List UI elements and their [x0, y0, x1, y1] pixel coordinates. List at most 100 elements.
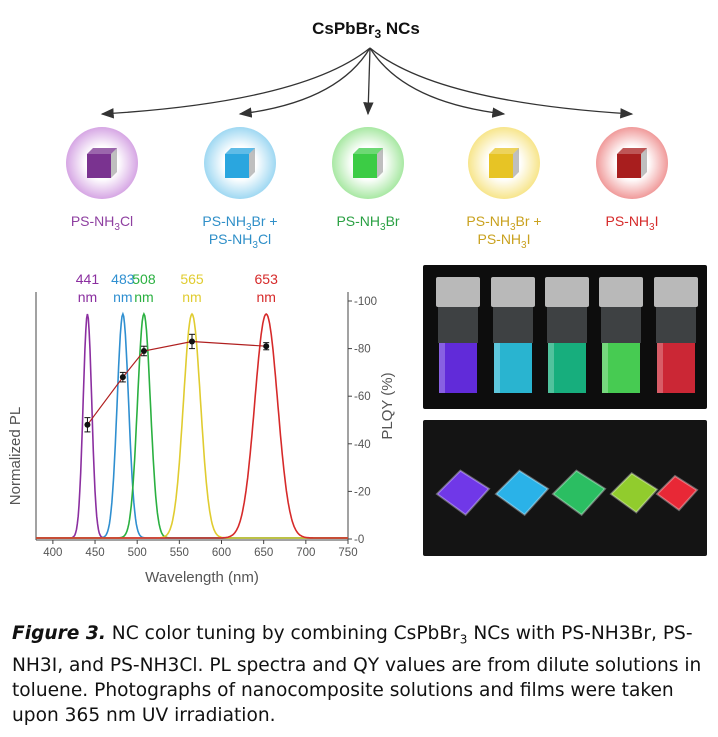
x-tick-label: 600: [212, 547, 231, 559]
y-right-tick-label: -40: [354, 439, 371, 451]
cuvette-highlight: [439, 343, 445, 393]
cuvette-solution: [494, 343, 532, 393]
solutions-photo: [423, 265, 707, 409]
x-tick-label: 400: [43, 547, 62, 559]
branch-arrow: [369, 47, 634, 119]
nanocomposite-film: [657, 476, 697, 510]
cube-front-face: [353, 154, 377, 178]
film-edge: [655, 474, 699, 512]
cuvette-body: [601, 307, 641, 343]
branch-arrows: [100, 47, 634, 119]
cube-top-face: [489, 148, 519, 154]
x-tick-label: 700: [296, 547, 315, 559]
cuvette-solution: [548, 343, 586, 393]
cube-front-face: [225, 154, 249, 178]
branch-arrow: [100, 47, 371, 119]
peak-label-value: 483: [111, 271, 135, 287]
cuvette-cap: [491, 277, 535, 307]
nanocomposite-film: [553, 470, 605, 515]
cube-top-face: [617, 148, 647, 154]
plqy-point: [140, 347, 147, 354]
cuvette-cap: [599, 277, 643, 307]
cuvette-solution: [439, 343, 477, 393]
branch-arrow: [363, 47, 374, 116]
cube-side-face: [641, 148, 647, 178]
cube-side-face: [513, 148, 519, 178]
caption-subscript: 3: [459, 632, 468, 647]
y-right-label: PLQY (%): [379, 372, 396, 439]
cuvette-highlight: [602, 343, 608, 393]
nanocomposite-film: [611, 473, 657, 513]
film-edge: [435, 469, 491, 517]
peak-label-value: 565: [180, 271, 204, 287]
films-photo: [423, 420, 707, 556]
nanocomposite-film: [437, 470, 489, 515]
cube-top-face: [225, 148, 255, 154]
cuvette-highlight: [494, 343, 500, 393]
variant-label: PS-NH3I: [477, 231, 530, 250]
cube-side-face: [111, 148, 117, 178]
variant-label: PS-NH3Cl: [209, 231, 271, 250]
cuvettes-image: [436, 277, 698, 393]
films-image: [435, 469, 699, 517]
peak-label-unit: nm: [256, 289, 275, 305]
cuvette-cap: [436, 277, 480, 307]
y-right-tick-label: -0: [354, 534, 364, 546]
peak-label-unit: nm: [182, 289, 201, 305]
cube-side-face: [249, 148, 255, 178]
variant-4: PS-NH3Br +PS-NH3I: [466, 127, 542, 250]
y-left-label: Normalized PL: [7, 407, 24, 505]
caption-text: NC color tuning by combining CsPbBr: [105, 623, 460, 644]
cuvette-body: [438, 307, 478, 343]
peak-label-unit: nm: [78, 289, 97, 305]
x-tick-label: 550: [170, 547, 189, 559]
variant-label: PS-NH3Br +: [202, 213, 277, 233]
plqy-line: [86, 340, 267, 426]
variant-label: PS-NH3Br +: [466, 213, 541, 233]
x-tick-label: 450: [85, 547, 104, 559]
x-axis-label: Wavelength (nm): [145, 569, 259, 586]
caption-label: Figure 3.: [12, 623, 106, 644]
variant-label: PS-NH3I: [605, 213, 658, 233]
y-right-tick-label: -20: [354, 486, 371, 498]
caption-text-cont: NCs with PS-NH3Br, PS-NH3I, and PS-NH3Cl…: [12, 623, 702, 726]
cube-side-face: [377, 148, 383, 178]
nanocomposite-film: [496, 470, 548, 515]
plqy-point: [189, 338, 195, 345]
pl-spectra-chart: 400 450 500 550 600 650 700 750-0 -20 -40 -60 -80 -1…: [7, 271, 396, 586]
cube-front-face: [87, 154, 111, 178]
film-edge: [494, 469, 550, 517]
variant-label: PS-NH3Br: [336, 213, 399, 233]
cuvette-solution: [602, 343, 640, 393]
plqy-point: [119, 374, 126, 381]
x-tick-label: 500: [128, 547, 147, 559]
cuvette-cap: [545, 277, 589, 307]
peak-label-unit: nm: [113, 289, 132, 305]
cube-top-face: [87, 148, 117, 154]
peak-label-value: 508: [132, 271, 156, 287]
cuvette-body: [656, 307, 696, 343]
cuvette-highlight: [657, 343, 663, 393]
film-edge: [609, 472, 659, 514]
peak-label-value: 653: [255, 271, 279, 287]
cube-front-face: [489, 154, 513, 178]
variant-1: PS-NH3Cl: [66, 127, 138, 233]
plqy-point: [263, 343, 270, 350]
peak-label-unit: nm: [134, 289, 153, 305]
cuvette-cap: [654, 277, 698, 307]
variant-3: PS-NH3Br: [332, 127, 404, 233]
cuvette-solution: [657, 343, 695, 393]
y-right-tick-label: -80: [354, 344, 371, 356]
peak-label-value: 441: [76, 271, 100, 287]
variant-5: PS-NH3I: [596, 127, 668, 233]
variant-2: PS-NH3Br +PS-NH3Cl: [202, 127, 278, 250]
scheme-diagram: CsPbBr3 NCs PS-NH3Cl PS-NH3Br +PS-NH3ClPS…: [66, 19, 668, 250]
x-tick-label: 750: [338, 547, 357, 559]
plqy-point: [84, 421, 91, 428]
cuvette-body: [547, 307, 587, 343]
branch-arrow: [369, 47, 506, 118]
cube-front-face: [617, 154, 641, 178]
cuvette-body: [493, 307, 533, 343]
